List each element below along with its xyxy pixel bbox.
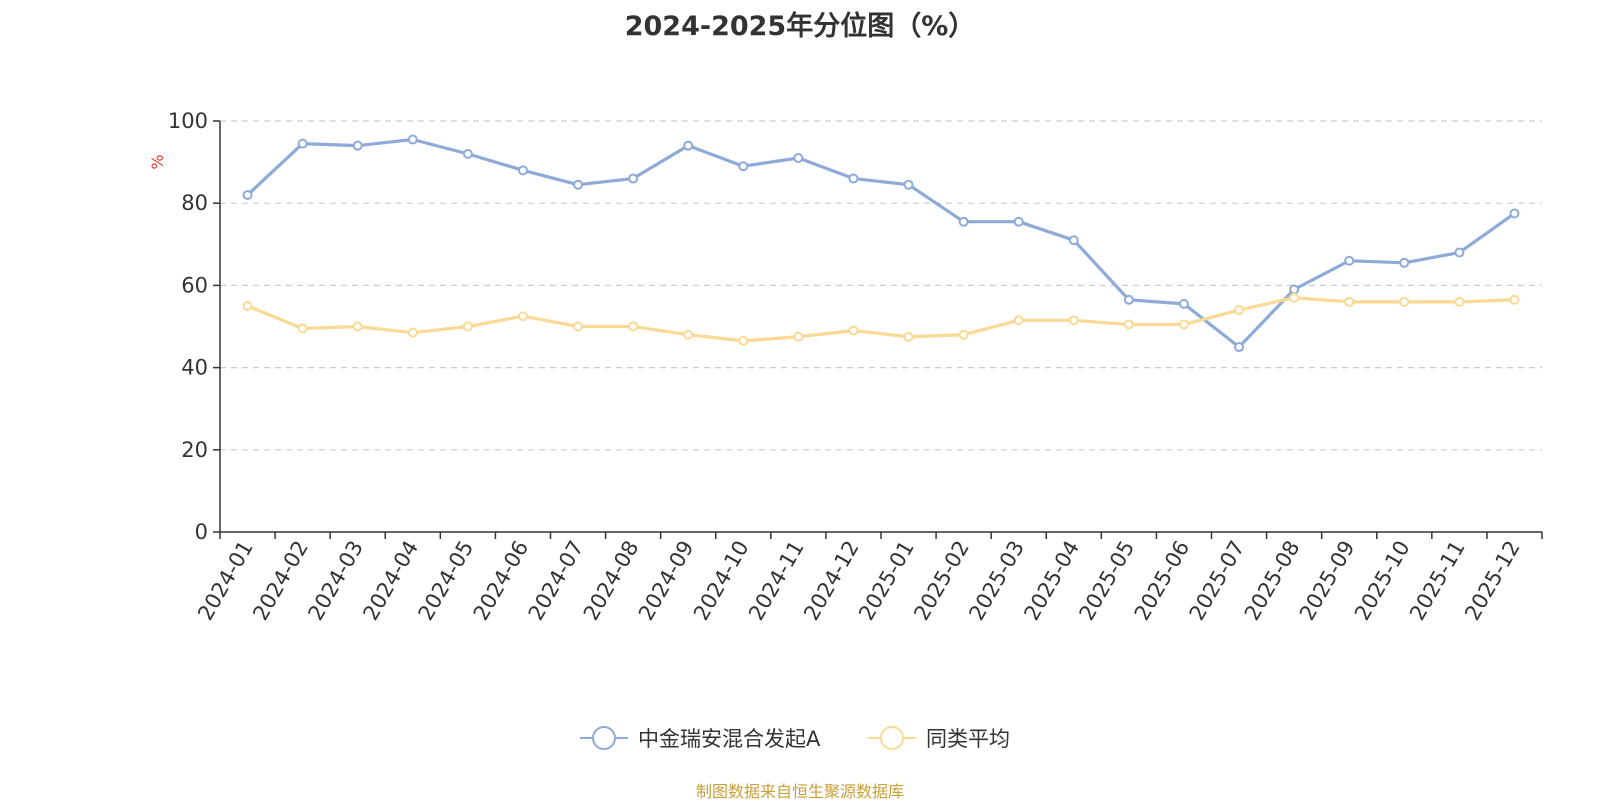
data-point <box>1454 296 1465 307</box>
data-point <box>407 134 418 145</box>
data-point <box>903 179 914 190</box>
data-point <box>1289 292 1300 303</box>
grid-lines <box>220 120 1542 451</box>
data-point <box>1234 342 1245 353</box>
data-point <box>1013 216 1024 227</box>
y-axis-label: % <box>148 154 167 169</box>
data-point <box>462 148 473 159</box>
data-point <box>628 173 639 184</box>
y-tick-label: 60 <box>181 273 208 297</box>
data-point <box>517 311 528 322</box>
data-point <box>1013 315 1024 326</box>
data-point <box>1178 298 1189 309</box>
x-tick-label: 2025-12 <box>1460 537 1525 625</box>
y-tick-label: 100 <box>168 109 208 133</box>
series-line <box>246 296 1515 343</box>
data-point <box>683 329 694 340</box>
data-point <box>352 140 363 151</box>
data-point <box>1289 284 1300 295</box>
y-tick-label: 80 <box>181 191 208 215</box>
data-source-footer: 制图数据来自恒生聚源数据库 <box>695 782 904 801</box>
series-lines <box>242 134 1520 353</box>
y-tick-label: 20 <box>181 438 208 462</box>
data-point <box>1123 294 1134 305</box>
data-point <box>1178 319 1189 330</box>
data-point <box>793 152 804 163</box>
data-point <box>1454 247 1465 258</box>
data-point <box>242 300 253 311</box>
data-point <box>793 331 804 342</box>
data-point <box>848 325 859 336</box>
data-point <box>297 323 308 334</box>
data-point <box>628 321 639 332</box>
data-point <box>462 321 473 332</box>
data-point <box>1344 255 1355 266</box>
data-point <box>297 138 308 149</box>
data-point <box>573 321 584 332</box>
y-tick-label: 0 <box>195 520 208 544</box>
data-point <box>903 331 914 342</box>
data-point <box>738 335 749 346</box>
data-point <box>1399 257 1410 268</box>
data-point <box>242 189 253 200</box>
y-tick-label: 40 <box>181 356 208 380</box>
data-point <box>1234 305 1245 316</box>
data-point <box>1399 296 1410 307</box>
data-point <box>683 140 694 151</box>
chart-title: 2024-2025年分位图（%） <box>624 11 976 42</box>
axes: 020406080100%2024-012024-022024-032024-0… <box>148 109 1543 625</box>
data-point <box>1344 296 1355 307</box>
data-point <box>958 216 969 227</box>
data-point <box>573 179 584 190</box>
data-point <box>1509 294 1520 305</box>
legend-label: 中金瑞安混合发起A <box>638 727 821 751</box>
data-point <box>1509 208 1520 219</box>
data-point <box>738 161 749 172</box>
data-point <box>1068 315 1079 326</box>
data-point <box>352 321 363 332</box>
data-point <box>848 173 859 184</box>
data-point <box>1068 235 1079 246</box>
series-line <box>246 137 1516 349</box>
legend-marker <box>592 726 616 750</box>
data-point <box>958 329 969 340</box>
data-point <box>1123 319 1134 330</box>
legend-marker <box>880 726 904 750</box>
data-point <box>517 165 528 176</box>
legend-label: 同类平均 <box>926 727 1010 751</box>
data-point <box>407 327 418 338</box>
legend: 中金瑞安混合发起A 同类平均 <box>580 726 1010 751</box>
